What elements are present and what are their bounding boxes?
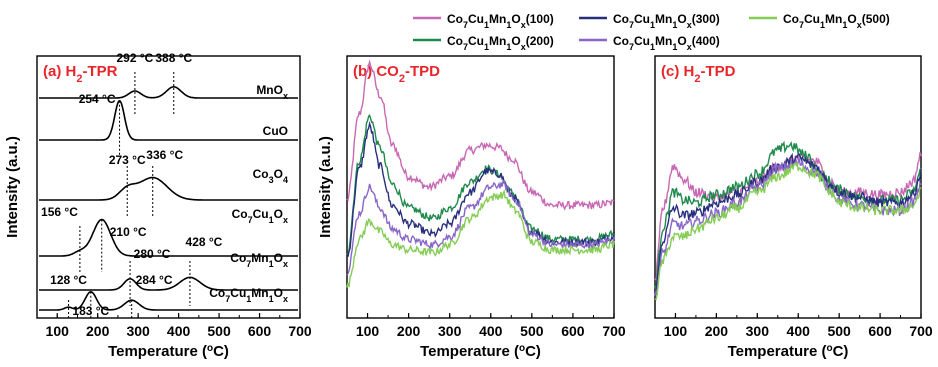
tpd-curve <box>346 188 615 288</box>
x-tick-label: 600 <box>248 323 272 339</box>
peak-label: 280 °C <box>134 247 171 261</box>
legend-entry: Co7Cu1Mn1Ox(200) <box>413 34 554 52</box>
panel-title: (a) H2-TPR <box>43 63 118 85</box>
legend-label: Co7Cu1Mn1Ox(300) <box>613 12 720 30</box>
x-tick-label: 500 <box>827 323 851 339</box>
x-tick-label: 200 <box>397 323 421 339</box>
x-tick-label: 100 <box>664 323 688 339</box>
sample-label: Co7Cu1Ox <box>232 207 288 225</box>
peak-label: 156 °C <box>41 205 78 219</box>
panel-a-h2-tpr: 100 200 300 400 500 600 700 Temperature (oC) Int… <box>4 51 312 360</box>
tpr-curve <box>39 290 298 311</box>
x-tick-label: 100 <box>356 323 380 339</box>
x-tick-label: 300 <box>126 323 150 339</box>
legend: Co7Cu1Mn1Ox(100) Co7Cu1Mn1Ox(300) Co7Cu1Mn… <box>413 12 890 52</box>
peak-label: 388 °C <box>155 51 192 65</box>
x-tick-label: 600 <box>868 323 892 339</box>
plot-frame <box>346 55 615 319</box>
x-axis-label: Temperature (oC) <box>420 343 541 361</box>
legend-entry: Co7Cu1Mn1Ox(100) <box>413 12 554 30</box>
tpr-curve <box>39 218 298 257</box>
tpr-curve <box>39 86 298 99</box>
legend-label: Co7Cu1Mn1Ox(100) <box>447 12 554 30</box>
x-tick-label: 100 <box>46 323 70 339</box>
legend-entry: Co7Cu1Mn1Ox(500) <box>749 12 890 30</box>
tpd-curve <box>654 162 922 301</box>
peak-label: 183 °C <box>72 304 109 318</box>
legend-entry: Co7Cu1Mn1Ox(300) <box>579 12 720 30</box>
panel-title: (c) H2-TPD <box>661 63 736 85</box>
tpd-curve <box>654 157 922 296</box>
tpd-curve <box>346 179 615 276</box>
tpr-curve <box>39 276 298 291</box>
x-tick-label: 300 <box>438 323 462 339</box>
x-tick-label: 700 <box>909 323 933 339</box>
x-tick-label: 700 <box>288 323 312 339</box>
x-tick-label: 300 <box>746 323 770 339</box>
x-tick-label: 400 <box>479 323 503 339</box>
x-tick-label: 400 <box>787 323 811 339</box>
y-axis-label: Intensity (a.u.) <box>4 136 21 238</box>
x-tick-label: 500 <box>520 323 544 339</box>
tpr-curve <box>39 100 298 141</box>
sample-label: MnOx <box>256 83 288 101</box>
tpd-curve <box>346 113 615 256</box>
x-tick-label: 700 <box>602 323 626 339</box>
tpd-curve <box>346 59 615 211</box>
tpd-curve <box>654 152 922 297</box>
peak-label: 428 °C <box>186 235 223 249</box>
sample-label: CuO <box>263 124 288 138</box>
panel-title: (b) CO2-TPD <box>353 63 440 85</box>
sample-label: Co3O4 <box>253 167 288 185</box>
peak-label: 284 °C <box>136 273 173 287</box>
peak-label: 210 °C <box>110 225 147 239</box>
panel-c-h2-tpd: 100 200 300 400 500 600 700 Temperature (oC) (c)… <box>654 55 933 361</box>
legend-label: Co7Cu1Mn1Ox(200) <box>447 34 554 52</box>
y-axis-label: Intensity (a.u.) <box>317 136 334 238</box>
tpr-curve <box>39 176 298 201</box>
sample-label: Co7Cu1Mn1Ox <box>209 286 288 304</box>
x-axis-label: Temperature (oC) <box>728 343 849 361</box>
peak-label: 254 °C <box>79 92 116 106</box>
peak-label: 292 °C <box>117 51 154 65</box>
legend-entry: Co7Cu1Mn1Ox(400) <box>579 34 720 52</box>
tpd-curve <box>346 120 615 258</box>
x-tick-label: 500 <box>207 323 231 339</box>
legend-label: Co7Cu1Mn1Ox(500) <box>783 12 890 30</box>
x-tick-label: 600 <box>561 323 585 339</box>
panel-b-co2-tpd: 100 200 300 400 500 600 700 Temperature (oC) Int… <box>317 55 626 361</box>
plot-frame <box>654 55 922 319</box>
x-tick-label: 400 <box>167 323 191 339</box>
legend-label: Co7Cu1Mn1Ox(400) <box>613 34 720 52</box>
peak-label: 336 °C <box>146 148 183 162</box>
x-axis-label: Temperature (oC) <box>108 343 229 361</box>
plot-frame <box>36 55 301 319</box>
peak-label: 273 °C <box>109 153 146 167</box>
x-tick-label: 200 <box>86 323 110 339</box>
x-tick-label: 200 <box>705 323 729 339</box>
peak-label: 128 °C <box>50 273 87 287</box>
sample-label: Co7Mn1Ox <box>230 251 288 269</box>
